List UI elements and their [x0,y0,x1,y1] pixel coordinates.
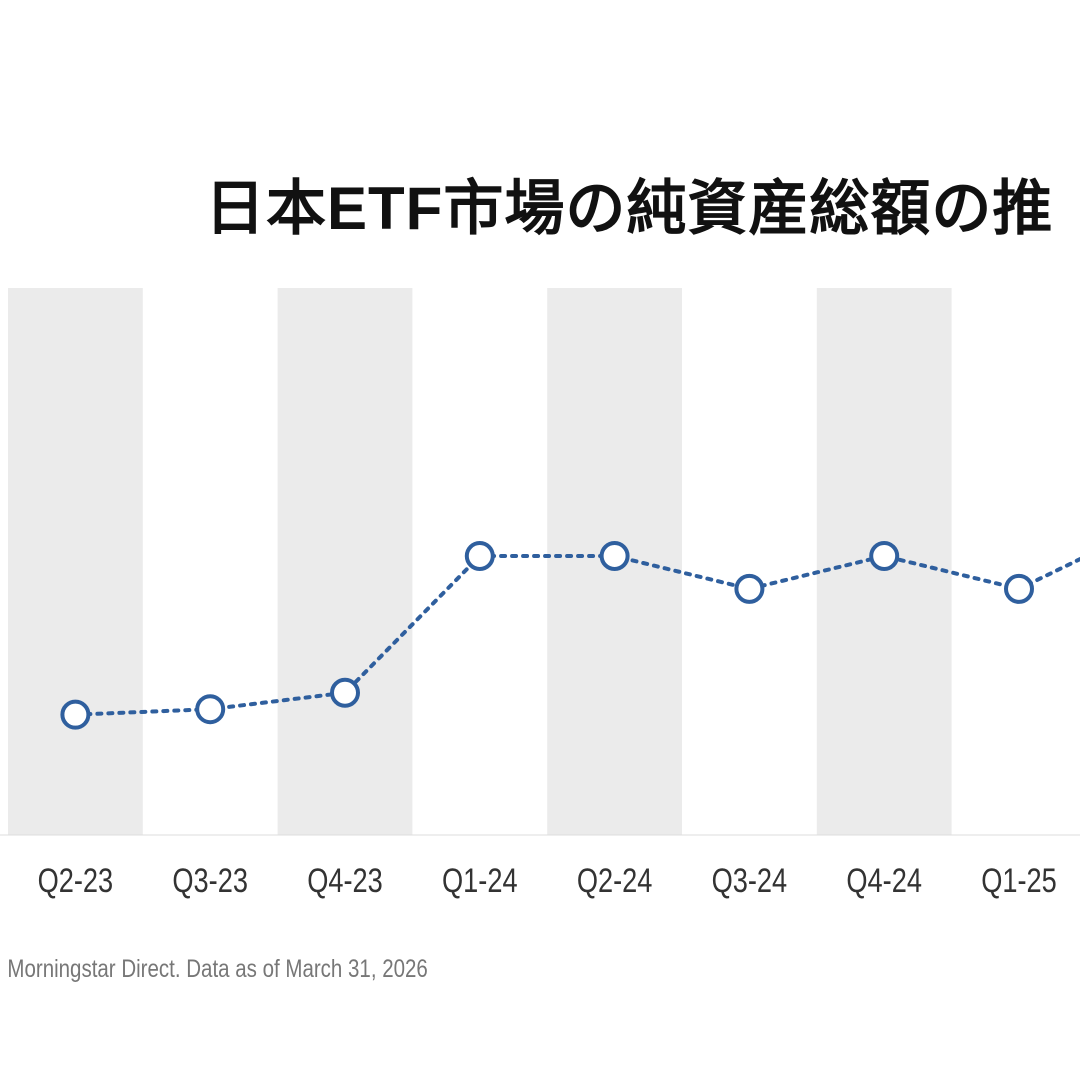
data-point [60,699,91,730]
data-point [330,677,360,708]
x-tick-label: Q2-23 [38,861,114,900]
x-tick-label: Q4-23 [307,861,383,900]
x-tick-label: Q2-24 [577,861,653,900]
data-point [195,694,226,725]
data-point [869,541,900,572]
x-tick-label: Q3-23 [172,861,248,900]
x-tick-label: Q4-24 [846,861,922,900]
chart-title: 日本ETF市場の純資産総額の推 [205,175,1054,242]
x-tick-label: Q1-24 [442,861,518,900]
x-tick-label: Q1-25 [981,861,1057,900]
data-point [734,573,765,604]
source-note: : Morningstar Direct. Data as of March 3… [0,955,428,983]
x-tick-label: Q3-24 [712,861,788,900]
shaded-column [8,288,143,835]
data-point [599,541,630,572]
shaded-column [277,288,413,835]
data-point [1004,573,1034,604]
data-point [464,541,495,572]
